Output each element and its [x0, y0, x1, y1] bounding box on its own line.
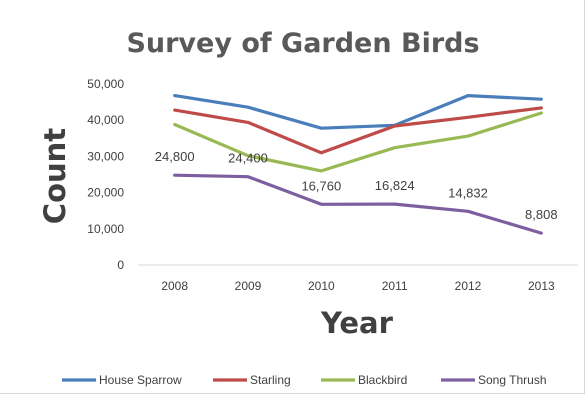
- y-axis-title: Count: [38, 128, 72, 224]
- x-axis-title: Year: [320, 306, 394, 340]
- data-label: 14,832: [448, 185, 488, 200]
- series-line-house-sparrow: [173, 93, 543, 130]
- x-tick-label: 2012: [455, 279, 482, 293]
- series-line-song-thrush: [173, 173, 543, 235]
- chart-title: Survey of Garden Birds: [126, 28, 479, 59]
- x-axis-ticks: 2008 2009 2010 2011 2012 2013: [161, 279, 555, 293]
- y-tick-label: 10,000: [87, 222, 124, 236]
- y-tick-label: 0: [117, 258, 124, 272]
- data-label: 24,400: [228, 151, 268, 166]
- y-tick-label: 50,000: [87, 77, 124, 91]
- y-tick-label: 40,000: [87, 113, 124, 127]
- y-tick-label: 20,000: [87, 186, 124, 200]
- data-label: 16,760: [301, 178, 341, 193]
- x-tick-label: 2013: [528, 279, 555, 293]
- x-tick-label: 2011: [382, 279, 408, 293]
- legend-label-blackbird: Blackbird: [358, 373, 407, 387]
- data-label: 24,800: [155, 149, 195, 164]
- data-labels: 24,800 24,400 16,760 16,824 14,832 8,808: [155, 149, 558, 222]
- series-line-blackbird: [173, 111, 543, 173]
- legend: House Sparrow Starling Blackbird Song Thrus…: [62, 373, 547, 387]
- series-line-starling: [173, 106, 543, 155]
- y-tick-label: 30,000: [87, 149, 124, 163]
- series-lines: [173, 93, 543, 235]
- data-label: 8,808: [525, 207, 558, 222]
- x-tick-label: 2010: [308, 279, 335, 293]
- legend-label-starling: Starling: [250, 373, 291, 387]
- y-axis-ticks: 0 10,000 20,000 30,000 40,000 50,000: [87, 77, 124, 272]
- legend-label-song-thrush: Song Thrush: [478, 373, 547, 387]
- x-tick-label: 2008: [161, 279, 188, 293]
- legend-label-house-sparrow: House Sparrow: [99, 373, 182, 387]
- data-label: 16,824: [375, 178, 415, 193]
- x-tick-label: 2009: [235, 279, 262, 293]
